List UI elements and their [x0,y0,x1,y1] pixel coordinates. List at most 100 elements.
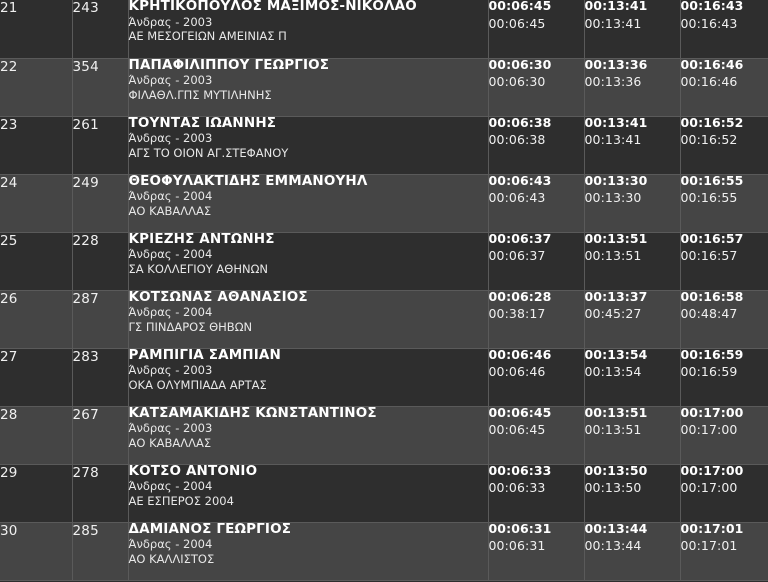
result-athlete[interactable]: ΡΑΜΠΙΓΙΑ ΣΑΜΠΙΑΝ Άνδρας - 2003 ΟΚΑ ΟΛΥΜΠΙΑ… [128,348,489,407]
split-1-primary: 00:06:46 [488,346,552,362]
split-1-primary: 00:06:33 [488,462,552,478]
athlete-club: ΑΟ ΚΑΛΛΙΣΤΟΣ [128,551,215,566]
result-split-3: 00:16:52 00:16:52 [680,116,768,175]
result-place: 25 [0,232,73,291]
split-3-secondary: 00:16:43 [680,15,738,31]
athlete-name: ΘΕΟΦΥΛΑΚΤΙΔΗΣ ΕΜΜΑΝΟΥΗΛ [128,172,368,189]
bib-value: 228 [72,232,99,249]
result-bib: 243 [72,0,129,59]
bib-value: 249 [72,174,99,191]
result-bib: 283 [72,348,129,407]
split-3-secondary: 00:16:59 [680,364,738,379]
bib-value: 283 [72,348,99,365]
bib-value: 278 [72,464,99,481]
result-split-2: 00:13:50 00:13:50 [584,464,681,523]
split-3-primary: 00:17:01 [680,520,744,536]
split-1-secondary: 00:06:37 [488,248,546,263]
result-athlete[interactable]: ΠΑΠΑΦΙΛΙΠΠΟΥ ΓΕΩΡΓΙΟΣ Άνδρας - 2003 ΦΙΛΑΘΛ… [128,58,489,117]
place-value: 29 [0,464,18,481]
result-athlete[interactable]: ΚΡΙΕΖΗΣ ΑΝΤΩΝΗΣ Άνδρας - 2004 ΣΑ ΚΟΛΛΕΓΙΟΥ… [128,232,489,291]
result-athlete[interactable]: ΚΟΤΣΩΝΑΣ ΑΘΑΝΑΣΙΟΣ Άνδρας - 2004 ΓΣ ΠΙΝΔΑΡ… [128,290,489,349]
split-2-primary: 00:13:41 [584,0,648,13]
result-split-1: 00:06:37 00:06:37 [488,230,585,291]
split-2-primary: 00:13:37 [584,288,648,304]
split-2-primary: 00:13:36 [584,56,648,72]
athlete-category: Άνδρας - 2004 [128,305,213,319]
split-1-primary: 00:06:37 [488,230,552,246]
table-row[interactable]: 27 283 ΡΑΜΠΙΓΙΑ ΣΑΜΠΙΑΝ Άνδρας - 2003 ΟΚΑ ΟΛ… [0,346,768,407]
place-value: 23 [0,116,18,133]
athlete-club: ΓΣ ΠΙΝΔΑΡΟΣ ΘΗΒΩΝ [128,319,253,334]
result-bib: 278 [72,464,129,523]
result-split-2: 00:13:36 00:13:36 [584,56,681,117]
result-athlete[interactable]: ΤΟΥΝΤΑΣ ΙΩΑΝΝΗΣ Άνδρας - 2003 ΑΓΣ ΤΟ ΟΙΟΝ … [128,116,489,175]
split-3-secondary: 00:17:00 [680,480,738,495]
result-split-1: 00:06:38 00:06:38 [488,116,585,175]
bib-value: 287 [72,290,99,307]
split-3-primary: 00:17:00 [680,462,744,478]
table-row[interactable]: 29 278 ΚΟΤΣΟ ΑΝΤΟΝΙΟ Άνδρας - 2004 ΑΕ ΕΣΠΕΡΟ… [0,462,768,523]
result-bib: 228 [72,232,129,291]
table-row[interactable]: 26 287 ΚΟΤΣΩΝΑΣ ΑΘΑΝΑΣΙΟΣ Άνδρας - 2004 ΓΣ Π… [0,288,768,349]
result-split-2: 00:13:51 00:13:51 [584,406,681,465]
result-bib: 354 [72,58,129,117]
bib-value: 354 [72,58,99,75]
split-2-primary: 00:13:44 [584,520,648,536]
table-row[interactable]: 22 354 ΠΑΠΑΦΙΛΙΠΠΟΥ ΓΕΩΡΓΙΟΣ Άνδρας - 2003 Φ… [0,56,768,117]
split-2-primary: 00:13:54 [584,346,648,362]
table-row[interactable]: 21 243 ΚΡΗΤΙΚΟΠΟΥΛΟΣ ΜΑΞΙΜΟΣ-ΝΙΚΟΛΑΟ Άνδρας… [0,0,768,59]
result-split-2: 00:13:41 00:13:41 [584,114,681,175]
result-place: 30 [0,522,73,581]
place-value: 30 [0,522,18,539]
result-split-1: 00:06:28 00:38:17 [488,290,585,349]
result-place: 24 [0,174,73,233]
split-3-secondary: 00:16:57 [680,248,738,263]
split-3-secondary: 00:16:46 [680,74,738,89]
result-split-3: 00:16:57 00:16:57 [680,232,768,291]
athlete-category: Άνδρας - 2004 [128,537,213,551]
athlete-name: ΚΑΤΣΑΜΑΚΙΔΗΣ ΚΩΝΣΤΑΝΤΙΝΟΣ [128,404,377,421]
split-3-secondary: 00:48:47 [680,306,738,321]
athlete-category: Άνδρας - 2003 [128,363,213,377]
bib-value: 285 [72,522,99,539]
result-athlete[interactable]: ΚΡΗΤΙΚΟΠΟΥΛΟΣ ΜΑΞΙΜΟΣ-ΝΙΚΟΛΑΟ Άνδρας - 20… [128,0,489,59]
athlete-club: ΑΟ ΚΑΒΑΛΛΑΣ [128,435,212,450]
result-athlete[interactable]: ΚΟΤΣΟ ΑΝΤΟΝΙΟ Άνδρας - 2004 ΑΕ ΕΣΠΕΡΟΣ 200… [128,464,489,523]
result-split-1: 00:06:31 00:06:31 [488,522,585,581]
athlete-club: ΣΑ ΚΟΛΛΕΓΙΟΥ ΑΘΗΝΩΝ [128,261,268,276]
split-3-primary: 00:16:46 [680,56,744,72]
table-row[interactable]: 24 249 ΘΕΟΦΥΛΑΚΤΙΔΗΣ ΕΜΜΑΝΟΥΗΛ Άνδρας - 200… [0,172,768,233]
split-2-secondary: 00:45:27 [584,306,642,321]
split-2-secondary: 00:13:50 [584,480,642,495]
athlete-category: Άνδρας - 2003 [128,421,213,435]
table-row[interactable]: 30 285 ΔΑΜΙΑΝΟΣ ΓΕΩΡΓΙΟΣ Άνδρας - 2004 ΑΟ ΚΑ… [0,520,768,581]
split-2-primary: 00:13:41 [584,114,648,130]
split-2-secondary: 00:13:44 [584,538,642,553]
split-1-secondary: 00:06:46 [488,364,546,379]
result-place: 22 [0,58,73,117]
split-3-primary: 00:16:55 [680,172,744,188]
result-split-1: 00:06:45 00:06:45 [488,0,585,59]
result-split-1: 00:06:43 00:06:43 [488,174,585,233]
split-3-primary: 00:16:43 [680,0,744,13]
split-1-primary: 00:06:30 [488,56,552,72]
result-split-2: 00:13:37 00:45:27 [584,288,681,349]
table-row[interactable]: 23 261 ΤΟΥΝΤΑΣ ΙΩΑΝΝΗΣ Άνδρας - 2003 ΑΓΣ ΤΟ … [0,114,768,175]
place-value: 28 [0,406,18,423]
result-athlete[interactable]: ΘΕΟΦΥΛΑΚΤΙΔΗΣ ΕΜΜΑΝΟΥΗΛ Άνδρας - 2004 ΑΟ Κ… [128,172,489,233]
split-1-secondary: 00:06:30 [488,74,546,89]
athlete-category: Άνδρας - 2003 [128,14,213,29]
table-row[interactable]: 28 267 ΚΑΤΣΑΜΑΚΙΔΗΣ ΚΩΝΣΤΑΝΤΙΝΟΣ Άνδρας - 2… [0,404,768,465]
result-split-1: 00:06:46 00:06:46 [488,346,585,407]
place-value: 22 [0,58,18,75]
split-1-secondary: 00:06:45 [488,422,546,437]
bib-value: 267 [72,406,99,423]
split-1-primary: 00:06:45 [488,0,552,13]
result-split-1: 00:06:33 00:06:33 [488,462,585,523]
result-athlete[interactable]: ΚΑΤΣΑΜΑΚΙΔΗΣ ΚΩΝΣΤΑΝΤΙΝΟΣ Άνδρας - 2003 ΑΟ… [128,404,489,465]
split-2-secondary: 00:13:41 [584,15,642,31]
split-1-secondary: 00:06:38 [488,132,546,147]
result-athlete[interactable]: ΔΑΜΙΑΝΟΣ ΓΕΩΡΓΙΟΣ Άνδρας - 2004 ΑΟ ΚΑΛΛΙΣΤ… [128,522,489,581]
table-row[interactable]: 25 228 ΚΡΙΕΖΗΣ ΑΝΤΩΝΗΣ Άνδρας - 2004 ΣΑ ΚΟΛΛ… [0,230,768,291]
